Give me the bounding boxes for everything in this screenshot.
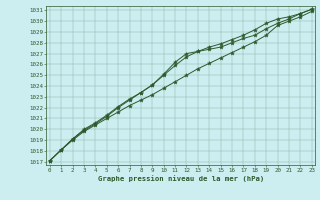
X-axis label: Graphe pression niveau de la mer (hPa): Graphe pression niveau de la mer (hPa): [98, 175, 264, 182]
